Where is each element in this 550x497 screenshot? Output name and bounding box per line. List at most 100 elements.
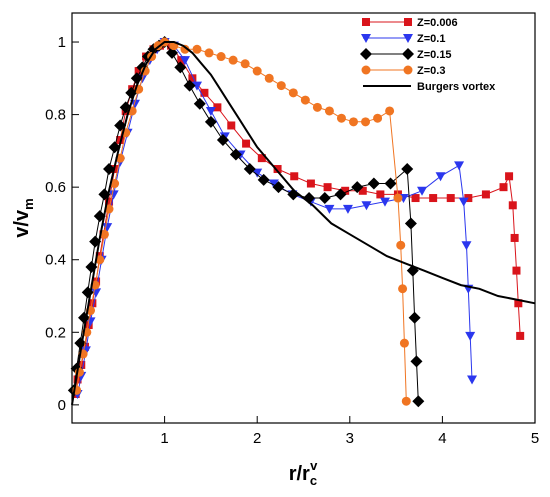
- data-point: [110, 179, 120, 189]
- legend-marker: [361, 34, 371, 43]
- data-point: [336, 113, 346, 123]
- plot-frame: [71, 12, 536, 424]
- data-point: [264, 73, 274, 83]
- legend-marker: [404, 18, 412, 26]
- data-point: [396, 240, 406, 250]
- legend-entry: Z=0.006: [362, 17, 458, 29]
- series-layer: [67, 36, 536, 408]
- data-point: [272, 181, 285, 194]
- y-axis-title-sub: m: [21, 198, 36, 210]
- data-point: [323, 183, 332, 192]
- data-point: [192, 81, 203, 91]
- data-point: [193, 97, 206, 110]
- data-point: [334, 188, 347, 201]
- legend-marker: [362, 18, 370, 26]
- data-point: [252, 66, 262, 76]
- data-point: [465, 331, 476, 341]
- x-axis-title-main: r/r: [289, 463, 310, 485]
- data-point: [84, 321, 93, 330]
- data-point: [102, 223, 113, 233]
- data-point: [108, 190, 119, 200]
- data-point: [192, 44, 202, 54]
- data-point: [349, 117, 359, 127]
- data-point: [300, 95, 310, 105]
- ticks-layer: 1 2 3 4 5 0 0.2 0.4 0.6 0.8 1: [45, 34, 539, 447]
- data-point: [429, 194, 438, 203]
- data-point: [243, 163, 256, 176]
- series-line: [71, 41, 536, 406]
- series-line: [75, 41, 521, 395]
- data-point: [103, 163, 116, 176]
- data-point: [404, 217, 417, 230]
- data-point: [257, 154, 266, 163]
- data-point: [499, 183, 508, 192]
- x-tick-label: 1: [160, 430, 168, 447]
- data-point: [417, 186, 428, 196]
- data-point: [376, 190, 385, 199]
- data-point: [288, 88, 298, 98]
- data-point: [252, 168, 263, 178]
- data-point: [318, 192, 331, 205]
- y-tick-label: 0.2: [45, 324, 66, 341]
- x-tick-label: 3: [346, 430, 354, 447]
- data-point: [379, 197, 390, 207]
- data-point: [188, 74, 197, 83]
- data-point: [273, 165, 282, 174]
- data-point: [242, 139, 251, 148]
- data-point: [276, 81, 286, 91]
- data-point: [228, 55, 238, 65]
- series-3: [72, 37, 411, 406]
- legend-marker: [361, 65, 371, 75]
- data-point: [227, 121, 236, 130]
- data-point: [461, 241, 472, 251]
- data-point: [183, 79, 196, 92]
- series-line: [73, 41, 419, 402]
- data-point: [134, 67, 143, 76]
- y-tick-label: 0.4: [45, 252, 66, 269]
- data-point: [401, 163, 414, 176]
- data-point: [324, 106, 334, 116]
- legend-entry: Burgers vortex: [363, 81, 496, 93]
- legend-marker: [403, 65, 413, 75]
- legend-label: Z=0.15: [417, 49, 452, 61]
- data-point: [213, 103, 222, 112]
- data-point: [401, 396, 411, 406]
- data-point: [358, 186, 367, 195]
- data-point: [73, 375, 82, 384]
- data-point: [514, 299, 523, 308]
- data-point: [341, 186, 350, 195]
- data-point: [512, 266, 521, 275]
- data-point: [410, 355, 423, 368]
- legend-marker: [360, 48, 372, 60]
- data-point: [393, 193, 403, 203]
- data-point: [177, 56, 186, 65]
- data-point: [180, 44, 190, 54]
- data-point: [99, 229, 109, 239]
- legend-label: Z=0.1: [417, 33, 445, 45]
- data-point: [399, 338, 409, 348]
- data-point: [204, 48, 214, 58]
- data-point: [510, 233, 519, 242]
- data-point: [91, 288, 102, 298]
- legend: Z=0.006 Z=0.1 Z=0.15 Z=0.3 Burgers vortex: [360, 17, 496, 93]
- data-point: [481, 190, 490, 199]
- y-tick-label: 1: [58, 34, 66, 51]
- series-2: [67, 36, 425, 408]
- data-point: [324, 204, 335, 214]
- data-point: [467, 375, 478, 385]
- legend-entry: Z=0.15: [360, 48, 452, 61]
- y-tick-label: 0: [58, 397, 66, 414]
- data-point: [361, 201, 372, 211]
- data-point: [268, 179, 279, 189]
- data-point: [306, 179, 315, 188]
- data-point: [229, 148, 242, 161]
- data-point: [408, 311, 421, 324]
- data-point: [200, 88, 209, 97]
- x-tick-label: 4: [438, 430, 446, 447]
- legend-marker: [402, 48, 414, 60]
- data-point: [105, 197, 114, 206]
- x-axis-title: r/rcv: [289, 458, 318, 488]
- data-point: [95, 255, 105, 265]
- data-point: [216, 133, 229, 146]
